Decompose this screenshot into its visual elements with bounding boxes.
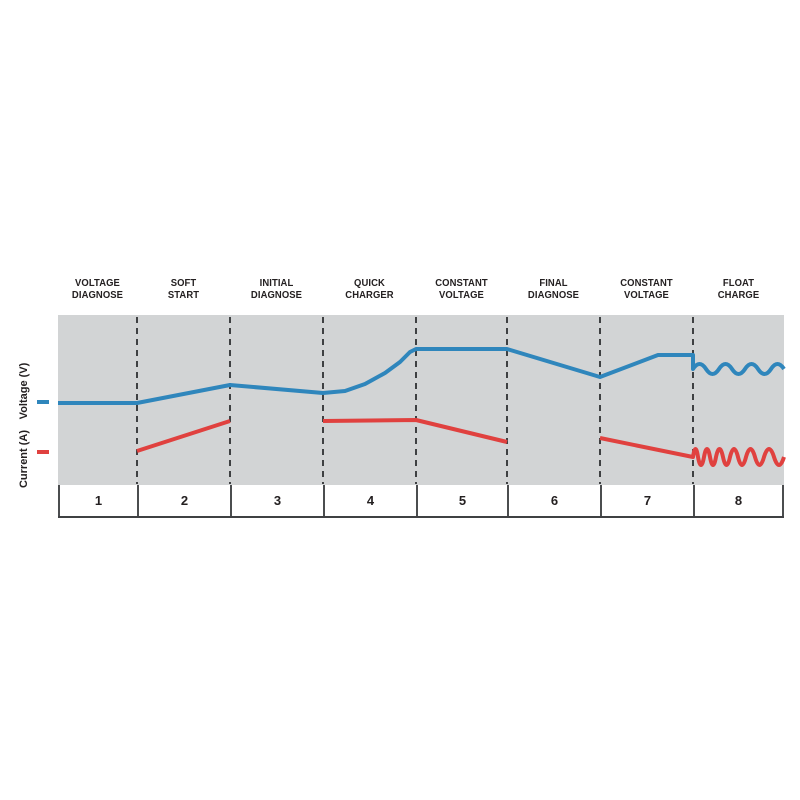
current-line: [136, 418, 786, 467]
stage-label-5: CONSTANT VOLTAGE: [421, 271, 503, 307]
stage-labels-row: VOLTAGE DIAGNOSE SOFT START INITIAL DIAG…: [58, 271, 784, 307]
stage-label-6: FINAL DIAGNOSE: [512, 271, 596, 307]
stage-label-2-line1: SOFT: [170, 276, 197, 289]
stage-number-2: 2: [137, 485, 230, 516]
stage-label-5-line2: VOLTAGE: [439, 289, 484, 301]
stage-label-2: SOFT START: [142, 271, 226, 307]
stage-label-7-line2: VOLTAGE: [624, 289, 669, 301]
stage-number-8: 8: [693, 485, 784, 516]
stage-label-1-line2: DIAGNOSE: [71, 289, 124, 301]
stage-number-7: 7: [600, 485, 693, 516]
stage-label-6-line2: DIAGNOSE: [527, 289, 580, 301]
stage-number-1: 1: [58, 485, 137, 516]
stage-label-4-line1: QUICK: [354, 276, 385, 289]
stage-numbers-row: 1 2 3 4 5 6 7 8: [58, 485, 784, 518]
current-axis-label: Current (A): [18, 429, 30, 489]
stage-label-3: INITIAL DIAGNOSE: [235, 271, 319, 307]
stage-label-7-line1: CONSTANT: [620, 276, 673, 289]
stage-label-6-line1: FINAL: [539, 276, 568, 289]
stage-label-8-line2: CHARGE: [717, 289, 760, 301]
stage-label-1: VOLTAGE DIAGNOSE: [62, 271, 133, 307]
stage-label-7: CONSTANT VOLTAGE: [605, 271, 689, 307]
stage-label-4-line2: CHARGER: [345, 289, 394, 301]
stage-label-4: QUICK CHARGER: [328, 271, 412, 307]
stage-label-3-line1: INITIAL: [259, 276, 294, 289]
voltage-axis-label: Voltage (V): [18, 362, 30, 420]
stage-label-5-line1: CONSTANT: [435, 276, 488, 289]
chart-area-bg: [58, 315, 784, 485]
stage-label-1-line1: VOLTAGE: [75, 276, 120, 289]
stage-number-4: 4: [323, 485, 416, 516]
stage-label-8: FLOAT CHARGE: [698, 271, 780, 307]
voltage-line: [58, 347, 786, 405]
stage-number-3: 3: [230, 485, 323, 516]
stage-label-8-line1: FLOAT: [722, 276, 755, 289]
stage-number-6: 6: [507, 485, 600, 516]
stage-number-5: 5: [416, 485, 507, 516]
stage-label-3-line2: DIAGNOSE: [250, 289, 303, 301]
stage-dividers: [136, 317, 694, 484]
stage-label-2-line2: START: [167, 289, 200, 301]
